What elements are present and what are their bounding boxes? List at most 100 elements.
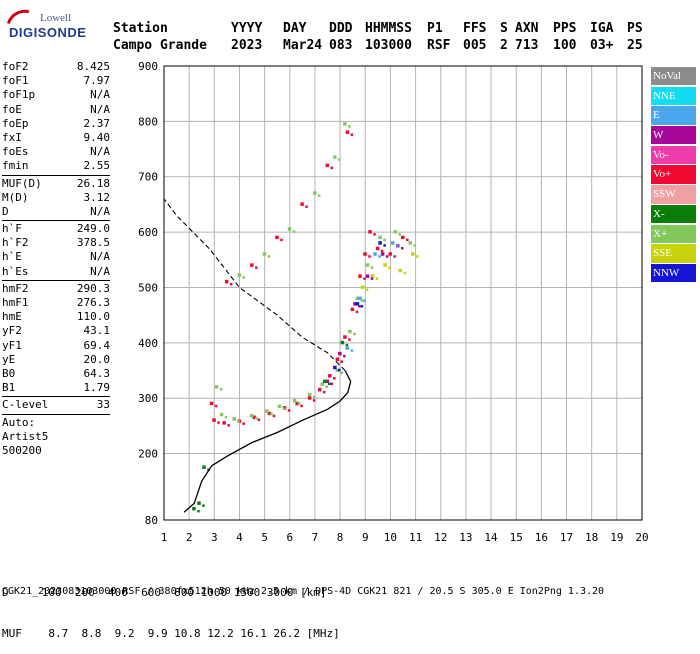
header-row2-cell: RSF — [427, 38, 451, 53]
data-point — [328, 382, 331, 386]
data-point — [365, 288, 369, 291]
param-row: foEp 2.37 — [2, 117, 110, 131]
y-tick-label: 200 — [138, 448, 158, 461]
param-row: foE N/A — [2, 103, 110, 117]
data-point — [237, 420, 240, 423]
legend-item-x-: X- — [651, 204, 696, 224]
x-tick-label: 5 — [261, 531, 268, 544]
param-name: h`F2 — [2, 236, 29, 250]
data-point — [262, 252, 267, 256]
data-point — [292, 230, 296, 233]
data-point — [312, 191, 317, 195]
data-point — [197, 509, 200, 513]
data-point — [380, 252, 385, 256]
header-row1-cell: PS — [627, 21, 643, 36]
param-name: foEp — [2, 116, 29, 130]
data-point — [257, 418, 261, 422]
data-point — [370, 277, 374, 280]
data-point — [312, 399, 316, 402]
autoscaling-line: Artist5 — [2, 429, 49, 443]
x-tick-label: 3 — [211, 531, 218, 544]
data-point — [355, 310, 359, 314]
param-value: N/A — [90, 250, 110, 264]
x-tick-label: 6 — [286, 531, 293, 544]
param-separator — [2, 413, 110, 415]
param-separator — [2, 396, 110, 398]
param-value: 43.1 — [83, 324, 111, 338]
data-point — [265, 409, 269, 413]
data-point — [237, 273, 241, 277]
legend-item-e: E — [651, 106, 696, 125]
data-point — [385, 255, 389, 258]
param-name: h`F — [2, 222, 22, 236]
data-point — [222, 421, 226, 425]
data-point — [343, 354, 346, 358]
data-point — [411, 252, 415, 256]
data-point — [317, 387, 322, 392]
legend-item-vo-: Vo+ — [651, 165, 696, 184]
profile-extrapolation — [163, 198, 346, 371]
x-tick-label: 16 — [535, 531, 548, 544]
param-row: B1 1.79 — [2, 381, 110, 395]
header-row2-cell: 100 — [553, 38, 577, 53]
data-point — [287, 409, 291, 412]
param-row: h`F 249.0 — [2, 222, 110, 236]
x-tick-label: 7 — [312, 531, 319, 544]
data-point — [333, 365, 337, 370]
param-name: foF2 — [2, 60, 29, 73]
data-point — [192, 506, 196, 511]
data-point — [277, 404, 282, 408]
data-point — [375, 277, 379, 280]
header-row2-cell: 2 — [500, 38, 508, 53]
ionogram-chart: 1 2 3 4 5 6 7 8 9 10 11 12 13 14 15 16 17 18 19 20802003004… — [138, 60, 649, 544]
data-point — [350, 307, 355, 312]
param-separator — [2, 174, 110, 176]
param-value: 8.425 — [76, 60, 110, 73]
data-point — [338, 351, 342, 356]
param-value: N/A — [90, 88, 110, 102]
param-name: hmF1 — [2, 296, 29, 309]
data-point — [323, 379, 327, 384]
data-point — [227, 424, 230, 427]
param-name: foE — [2, 102, 22, 116]
data-point — [202, 504, 205, 507]
data-point — [370, 266, 374, 269]
data-point — [272, 414, 276, 418]
data-point — [360, 285, 365, 289]
data-point — [348, 338, 351, 341]
param-name: foEs — [2, 145, 29, 159]
data-point — [340, 371, 344, 375]
data-point — [280, 238, 283, 242]
data-point — [255, 266, 258, 269]
param-value: 9.40 — [83, 130, 111, 144]
param-value: 33 — [96, 398, 110, 412]
param-value: 276.3 — [76, 296, 110, 309]
param-row: foF1 7.97 — [2, 74, 110, 88]
data-point — [368, 230, 372, 234]
data-point — [305, 205, 308, 208]
param-row: h`Es N/A — [2, 265, 110, 279]
param-name: B0 — [2, 366, 16, 380]
param-row: MUF(D) 26.18 — [2, 177, 110, 191]
data-point — [373, 233, 376, 236]
data-point — [358, 274, 362, 278]
data-point — [388, 266, 391, 269]
data-point — [209, 401, 214, 406]
param-value: 26.18 — [76, 176, 110, 190]
param-row: hmF2 290.3 — [2, 282, 110, 296]
file-info-footer: CGK21_2023083103000.RSF / 380fx512h 50 k… — [2, 586, 605, 597]
data-point — [350, 133, 354, 136]
data-point — [345, 346, 350, 350]
header-row1-cell: PPS — [553, 21, 577, 36]
data-point — [348, 125, 351, 128]
header-row2-cell: 25 — [627, 38, 643, 53]
legend-item-nnw: NNW — [651, 263, 696, 283]
data-point — [358, 296, 362, 301]
muf-table: D 100 200 400 600 800 1000 1500 3000 [km… — [2, 559, 340, 654]
autoscaling-line: Auto: — [2, 415, 36, 429]
x-tick-label: 1 — [161, 531, 168, 544]
header-row1-cell: P1 — [427, 21, 443, 36]
autoscaling-line: 500200 — [2, 443, 42, 457]
param-value: N/A — [90, 102, 110, 116]
param-name: fmin — [2, 159, 29, 173]
